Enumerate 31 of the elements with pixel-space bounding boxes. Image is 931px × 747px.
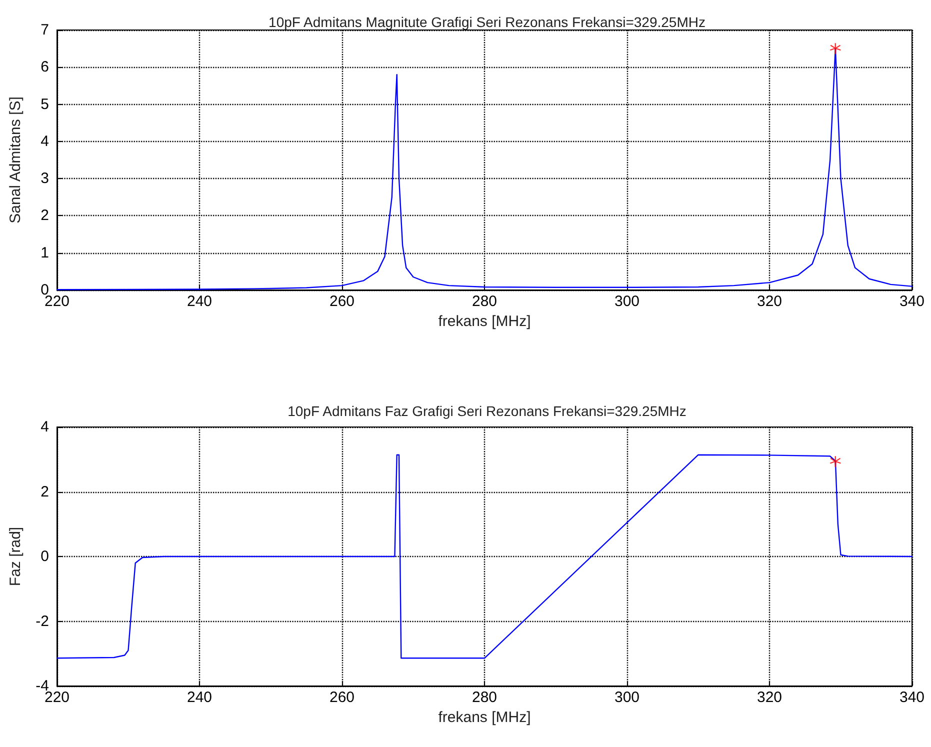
y-tick-label: 0: [40, 548, 49, 565]
x-tick-label: 340: [899, 689, 925, 706]
x-tick-label: 220: [44, 689, 70, 706]
x-axis-title: frekans [MHz]: [438, 313, 531, 330]
x-tick-label: 240: [186, 689, 212, 706]
line-series: [56, 454, 913, 659]
y-tick-label: 2: [40, 483, 49, 500]
y-axis-title: Sanal Admitans [S]: [7, 96, 24, 224]
x-tick-label: 340: [899, 293, 925, 310]
x-tick-label: 320: [756, 293, 782, 310]
x-tick-label: 240: [186, 293, 212, 310]
x-tick-label: 280: [472, 293, 498, 310]
x-tick-label: 320: [756, 689, 782, 706]
x-tick-label: 300: [614, 689, 640, 706]
x-axis-title: frekans [MHz]: [438, 709, 531, 726]
y-tick-label: 6: [40, 58, 49, 76]
y-tick-label: 1: [40, 244, 49, 262]
y-tick-label: 3: [40, 170, 49, 188]
y-tick-label: 7: [40, 22, 49, 38]
x-tick-label: 260: [329, 689, 355, 706]
y-tick-label: 4: [40, 418, 49, 436]
y-axis-title: Faz [rad]: [7, 526, 24, 586]
y-tick-label: 4: [40, 132, 49, 150]
chart-title: 10pF Admitans Faz Grafigi Seri Rezonans Frekansi=329.25MHz: [288, 403, 686, 419]
chart-title: 10pF Admitans Magnitute Grafigi Seri Rezonans Frekansi=329.25MHz: [268, 14, 706, 30]
y-tick-label: 5: [40, 96, 49, 113]
x-tick-label: 300: [614, 293, 640, 310]
x-tick-label: 280: [472, 689, 498, 706]
y-tick-label: -2: [36, 612, 49, 630]
y-tick-label: 2: [40, 207, 49, 224]
x-tick-label: 260: [329, 293, 355, 310]
